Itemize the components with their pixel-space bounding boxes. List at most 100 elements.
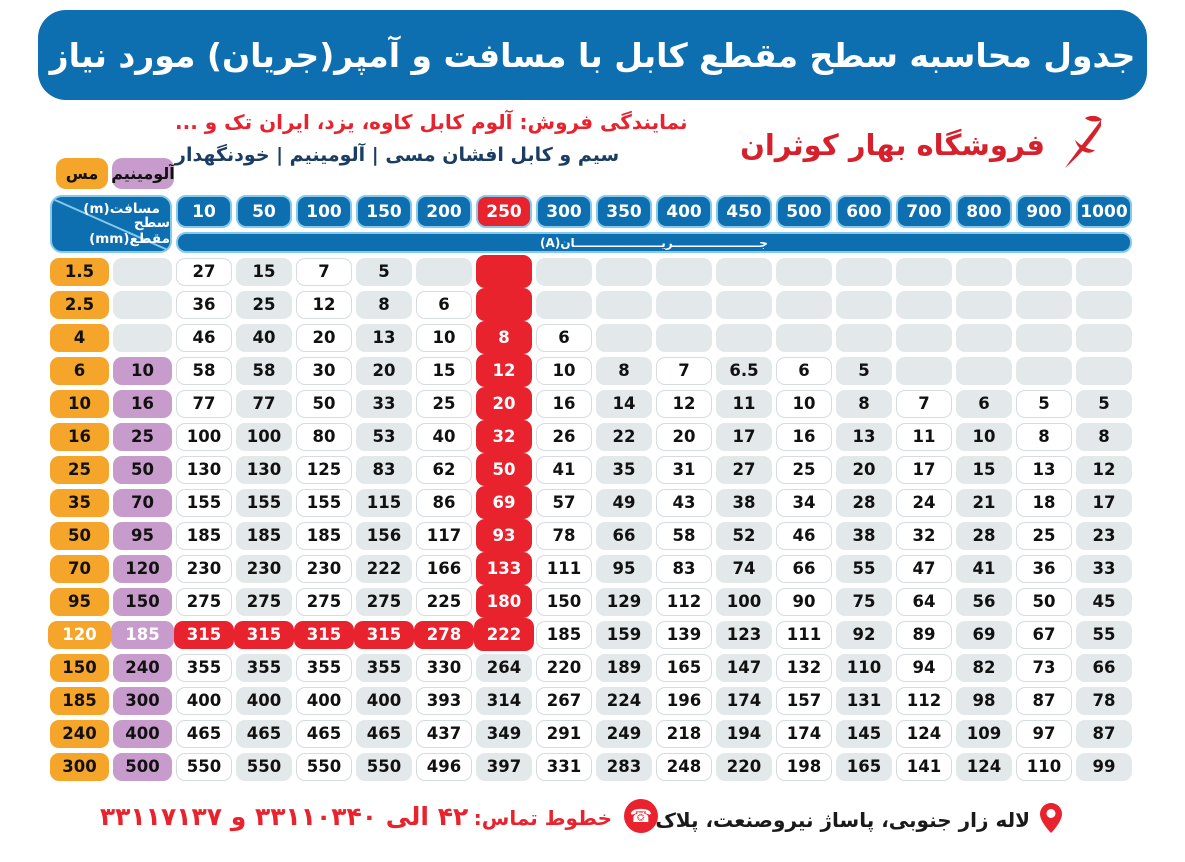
amperage-cell-wrap: 165 <box>834 750 894 783</box>
amperage-cell: 92 <box>836 620 892 649</box>
amperage-cell-wrap: 180 <box>474 585 534 618</box>
amperage-cell: 77 <box>236 389 292 418</box>
amperage-cell-wrap: 550 <box>234 750 294 783</box>
amperage-cell-wrap <box>954 288 1014 321</box>
amperage-cell: 6.5 <box>716 356 772 385</box>
amperage-cell-wrap: 77 <box>234 387 294 420</box>
amperage-cell: 355 <box>356 653 412 682</box>
amperage-cell-wrap: 8 <box>1074 420 1134 453</box>
amperage-cell: 465 <box>176 719 232 748</box>
amperage-cell: 10 <box>416 323 472 352</box>
amperage-cell: 124 <box>956 752 1012 781</box>
amperage-cell <box>536 257 592 286</box>
amperage-cell-wrap: 100 <box>174 420 234 453</box>
copper-size-cell: 35 <box>50 488 109 517</box>
aluminum-size-cell-wrap: 10 <box>111 354 174 387</box>
copper-size-cell-wrap: 300 <box>48 750 111 783</box>
amperage-cell: 25 <box>236 290 292 319</box>
aluminum-size-cell-wrap <box>111 255 174 288</box>
amperage-cell-wrap <box>594 255 654 288</box>
amperage-cell: 550 <box>176 752 232 781</box>
amperage-cell-wrap: 95 <box>594 552 654 585</box>
amperage-cell: 25 <box>416 389 472 418</box>
aluminum-size-cell <box>113 257 172 286</box>
amperage-cell-wrap: 73 <box>1014 651 1074 684</box>
copper-size-cell-wrap: 120 <box>48 618 111 651</box>
amperage-cell: 10 <box>536 356 592 385</box>
copper-size-cell-wrap: 185 <box>48 684 111 717</box>
amperage-cell-wrap: 100 <box>234 420 294 453</box>
amperage-cell: 41 <box>956 554 1012 583</box>
store-name: فروشگاه بهار کوثران <box>740 128 1045 162</box>
amperage-cell: 156 <box>356 521 412 550</box>
amperage-cell <box>896 356 952 385</box>
amperage-cell-wrap <box>714 288 774 321</box>
amperage-cell-wrap: 77 <box>174 387 234 420</box>
amperage-cell: 15 <box>236 257 292 286</box>
amperage-cell: 13 <box>356 323 412 352</box>
amperage-cell-wrap: 124 <box>894 717 954 750</box>
amperage-cell-wrap: 50 <box>294 387 354 420</box>
amperage-cell-wrap: 315 <box>354 618 414 651</box>
amperage-cell-wrap: 267 <box>534 684 594 717</box>
current-band-label: جـــــــــــــــــــــریــــــــــــــــ… <box>176 232 1132 253</box>
amperage-cell-wrap: 283 <box>594 750 654 783</box>
amperage-cell-wrap: 157 <box>774 684 834 717</box>
amperage-cell-wrap: 87 <box>1074 717 1134 750</box>
distance-header-cell: 1000 <box>1076 195 1132 228</box>
amperage-cell-wrap: 224 <box>594 684 654 717</box>
amperage-cell: 64 <box>896 587 952 616</box>
amperage-cell-wrap: 13 <box>834 420 894 453</box>
amperage-cell: 78 <box>1076 686 1132 715</box>
amperage-cell-wrap: 90 <box>774 585 834 618</box>
amperage-cell: 264 <box>476 653 532 682</box>
distance-header-cell: 350 <box>596 195 652 228</box>
amperage-cell: 10 <box>776 389 832 418</box>
amperage-cell-wrap: 249 <box>594 717 654 750</box>
amperage-cell-wrap: 92 <box>834 618 894 651</box>
amperage-cell-wrap: 155 <box>174 486 234 519</box>
amperage-cell-wrap: 86 <box>414 486 474 519</box>
amperage-cell-wrap: 32 <box>474 420 534 453</box>
distance-header-cell-wrap: 150 <box>354 193 414 230</box>
amperage-cell <box>1016 290 1072 319</box>
amperage-cell-wrap: 47 <box>894 552 954 585</box>
distance-header-cell-wrap: 10 <box>174 193 234 230</box>
amperage-cell-wrap <box>474 255 534 288</box>
amperage-cell <box>656 257 712 286</box>
amperage-cell: 12 <box>296 290 352 319</box>
aluminum-size-cell: 95 <box>113 521 172 550</box>
amperage-cell-wrap: 8 <box>834 387 894 420</box>
amperage-cell: 35 <box>596 455 652 484</box>
amperage-cell-wrap: 32 <box>894 519 954 552</box>
amperage-cell-wrap <box>894 288 954 321</box>
amperage-cell: 123 <box>716 620 772 649</box>
amperage-cell-wrap: 8 <box>594 354 654 387</box>
copper-size-cell-wrap: 240 <box>48 717 111 750</box>
amperage-cell-wrap: 75 <box>834 585 894 618</box>
amperage-cell <box>896 290 952 319</box>
amperage-cell: 6 <box>956 389 1012 418</box>
store-logo-icon <box>1055 114 1105 176</box>
amperage-cell-wrap: 264 <box>474 651 534 684</box>
amperage-cell-wrap: 150 <box>534 585 594 618</box>
distance-header-cell-wrap: 700 <box>894 193 954 230</box>
amperage-cell-wrap: 465 <box>234 717 294 750</box>
amperage-cell-wrap: 50 <box>1014 585 1074 618</box>
copper-size-cell-wrap: 25 <box>48 453 111 486</box>
amperage-cell-wrap: 331 <box>534 750 594 783</box>
amperage-cell-wrap: 291 <box>534 717 594 750</box>
distance-header-cell: 150 <box>356 195 412 228</box>
amperage-cell: 14 <box>596 389 652 418</box>
amperage-cell: 124 <box>896 719 952 748</box>
amperage-cell-wrap: 25 <box>414 387 474 420</box>
amperage-cell: 130 <box>236 455 292 484</box>
amperage-cell-wrap: 248 <box>654 750 714 783</box>
amperage-cell: 17 <box>896 455 952 484</box>
amperage-cell: 145 <box>836 719 892 748</box>
amperage-cell-wrap: 25 <box>774 453 834 486</box>
amperage-cell-wrap: 33 <box>1074 552 1134 585</box>
amperage-cell-wrap <box>774 321 834 354</box>
amperage-cell-wrap: 220 <box>534 651 594 684</box>
amperage-cell: 50 <box>296 389 352 418</box>
